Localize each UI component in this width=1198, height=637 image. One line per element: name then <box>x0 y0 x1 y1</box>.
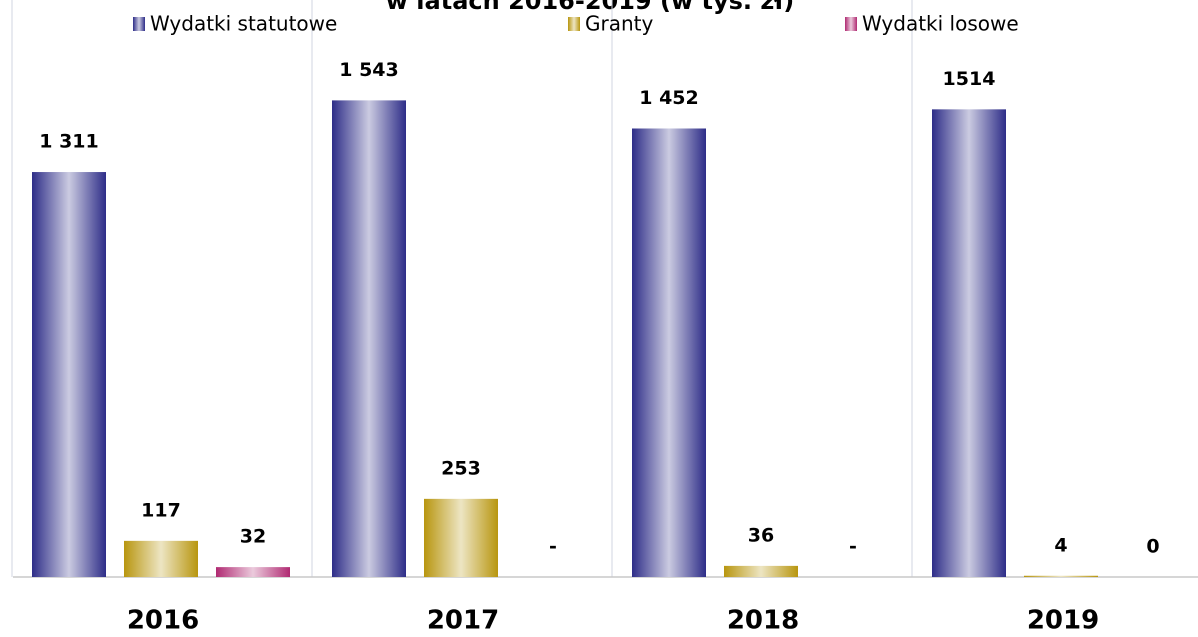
value-label: - <box>849 536 857 558</box>
legend-swatch <box>133 17 145 31</box>
x-tick-label: 2016 <box>127 606 199 636</box>
x-tick-label: 2017 <box>427 606 499 636</box>
value-label: 4 <box>1054 534 1067 556</box>
chart-title: w latach 2016-2019 (w tys. zł) <box>386 0 794 15</box>
value-label: 1514 <box>943 68 996 90</box>
bar <box>332 100 406 577</box>
value-label: 32 <box>240 526 266 548</box>
bar <box>124 540 198 577</box>
value-label: 1 311 <box>39 131 99 153</box>
bar <box>216 567 290 577</box>
bar <box>424 498 498 577</box>
legend-label: Granty <box>585 12 653 36</box>
bar <box>724 565 798 577</box>
x-tick-label: 2019 <box>1027 606 1099 636</box>
bar <box>932 109 1006 577</box>
value-label: 1 452 <box>639 87 699 109</box>
legend-swatch <box>845 17 857 31</box>
value-label: 1 543 <box>339 59 399 81</box>
value-label: - <box>549 536 557 558</box>
legend-swatch <box>568 17 580 31</box>
legend-label: Wydatki losowe <box>862 12 1019 36</box>
value-label: 253 <box>441 457 481 479</box>
legend-label: Wydatki statutowe <box>150 12 337 36</box>
bar <box>632 128 706 577</box>
x-tick-label: 2018 <box>727 606 799 636</box>
value-label: 36 <box>748 524 774 546</box>
bar <box>32 172 106 577</box>
value-label: 117 <box>141 499 181 521</box>
value-label: 0 <box>1146 536 1159 558</box>
bar <box>1024 575 1098 577</box>
